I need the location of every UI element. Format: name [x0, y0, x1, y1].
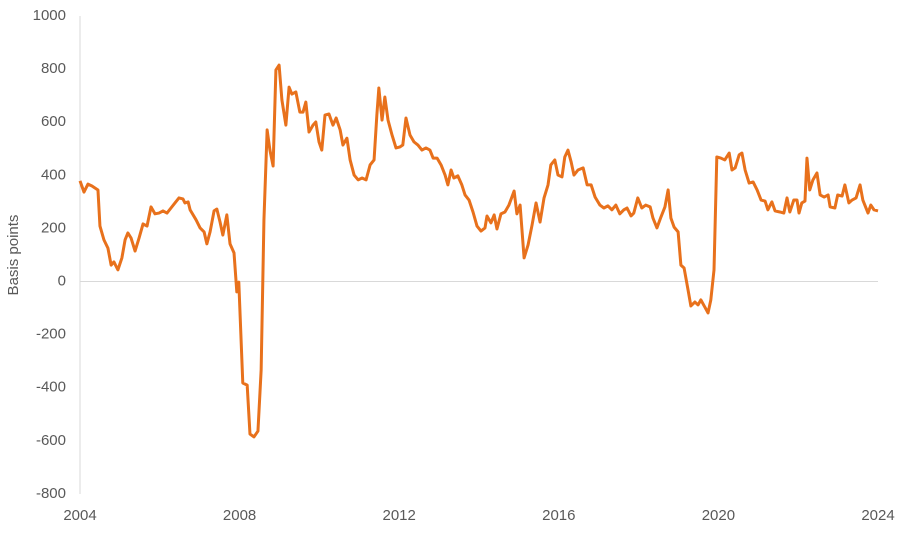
y-tick-label: 200	[41, 219, 66, 236]
y-tick-label: 600	[41, 113, 66, 130]
x-tick-label: 2004	[63, 507, 96, 524]
x-tick-label: 2016	[542, 507, 575, 524]
y-tick-label: -600	[36, 432, 66, 449]
y-tick-label: 1000	[33, 7, 66, 24]
y-tick-label: 800	[41, 60, 66, 77]
y-axis-label: Basis points	[5, 215, 22, 296]
x-tick-label: 2008	[223, 507, 256, 524]
y-tick-label: 0	[58, 273, 66, 290]
y-tick-label: -400	[36, 379, 66, 396]
y-tick-label: -200	[36, 326, 66, 343]
x-tick-label: 2020	[702, 507, 735, 524]
x-tick-label: 2012	[383, 507, 416, 524]
data-line	[78, 63, 879, 439]
x-tick-label: 2024	[861, 507, 894, 524]
y-tick-label: -800	[36, 485, 66, 502]
y-tick-label: 400	[41, 166, 66, 183]
